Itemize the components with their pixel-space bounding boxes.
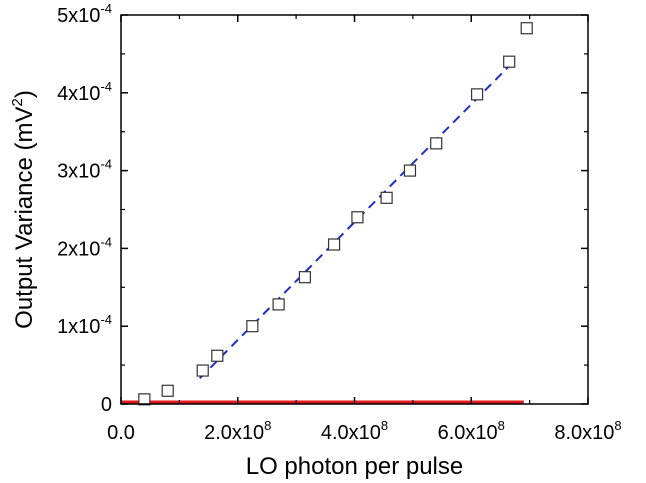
data-point (196, 364, 209, 377)
x-tick-label-exponent: 8 (614, 418, 621, 433)
y-tick-label: 3x10-4 (57, 157, 112, 183)
y-tick-label: 5x10-4 (57, 1, 112, 27)
y-tick-label: 2x10-4 (57, 234, 112, 260)
axis-ticks (120, 14, 589, 405)
x-tick-label: 4.0x108 (321, 418, 388, 444)
y-tick-label-exponent: -4 (100, 79, 112, 94)
data-point (351, 211, 364, 224)
data-point (430, 137, 443, 150)
y-tick-label-exponent: -4 (100, 234, 112, 249)
data-point (470, 88, 484, 101)
x-tick-label-mantissa: 6.0x10 (438, 422, 498, 444)
x-tick-label-mantissa: 8.0x10 (554, 422, 614, 444)
data-point (211, 349, 224, 362)
y-tick-label-mantissa: 3x10 (57, 161, 100, 183)
y-axis-title-superscript: 2 (9, 98, 26, 106)
data-point (246, 320, 259, 333)
y-tick-label-mantissa: 1x10 (57, 316, 100, 338)
x-tick-label: 0.0 (107, 422, 135, 444)
x-tick-label: 6.0x108 (438, 418, 505, 444)
data-point (161, 384, 174, 397)
y-tick-label: 4x10-4 (57, 79, 112, 105)
y-axis-title-text: Output Variance (mV (11, 107, 38, 329)
data-point (520, 22, 533, 35)
y-tick-label-mantissa: 0 (101, 394, 112, 416)
data-point (380, 191, 393, 204)
data-point (298, 271, 311, 284)
y-tick-label-exponent: -4 (100, 312, 112, 327)
x-axis-title: LO photon per pulse (246, 453, 464, 480)
tick-labels: 0.0 2.0x108 4.0x108 6.0x108 8.0x10801x10-42x… (57, 1, 622, 444)
data-point (272, 298, 285, 311)
y-tick-label: 1x10-4 (57, 312, 112, 338)
y-axis-title: Output Variance (mV2) (9, 90, 38, 329)
y-tick-label-mantissa: 4x10 (57, 83, 100, 105)
y-tick-label-exponent: -4 (100, 157, 112, 172)
y-tick-label: 0 (101, 394, 112, 416)
x-tick-label-exponent: 8 (498, 418, 505, 433)
data-point (327, 238, 341, 251)
x-tick-label-mantissa: 0.0 (107, 422, 135, 444)
x-tick-label-exponent: 8 (264, 418, 271, 433)
y-tick-label-mantissa: 5x10 (57, 5, 100, 27)
x-tick-label-mantissa: 2.0x10 (204, 422, 264, 444)
x-axis-title-text: LO photon per pulse (246, 453, 464, 480)
data-point (403, 164, 417, 177)
plot-area (121, 22, 533, 406)
x-tick-label-mantissa: 4.0x10 (321, 422, 381, 444)
data-point (138, 393, 151, 406)
x-tick-label-exponent: 8 (381, 418, 388, 433)
x-tick-label: 8.0x108 (554, 418, 621, 444)
data-point (503, 55, 516, 68)
y-tick-label-exponent: -4 (100, 1, 112, 16)
y-axis-title-suffix: ) (11, 90, 38, 98)
y-tick-label-mantissa: 2x10 (57, 238, 100, 260)
x-tick-label: 2.0x108 (204, 418, 271, 444)
